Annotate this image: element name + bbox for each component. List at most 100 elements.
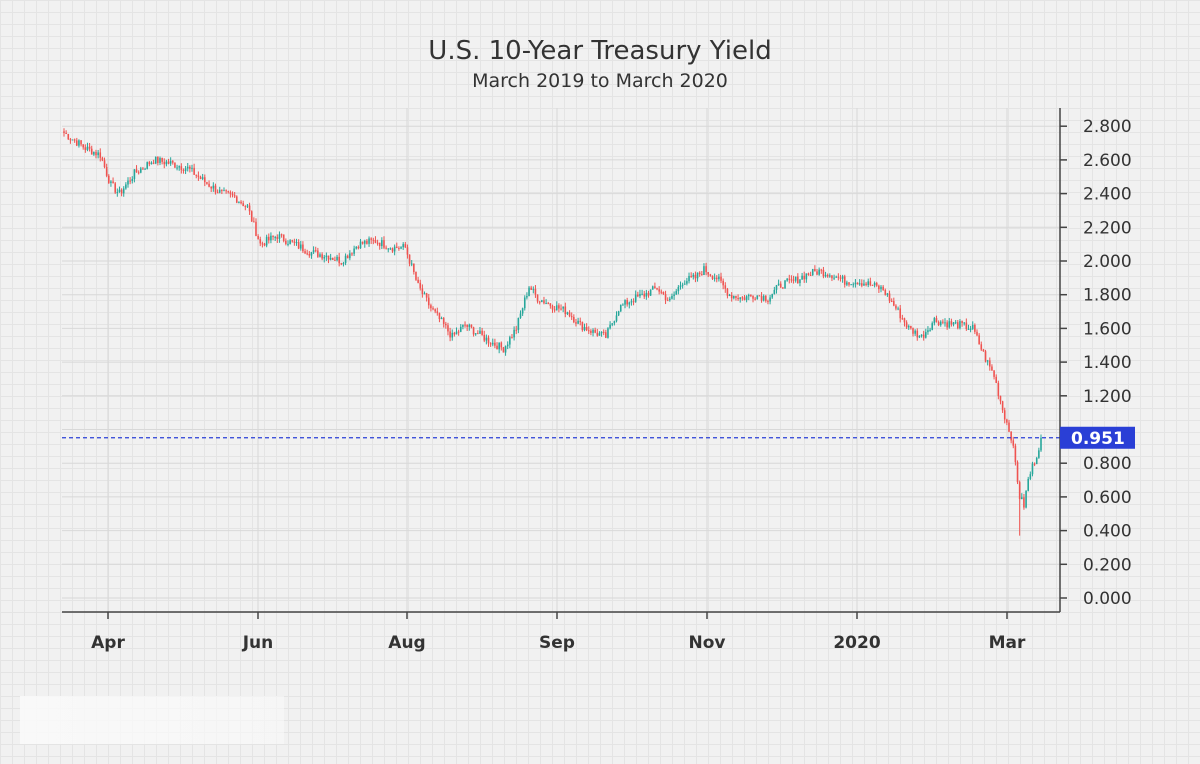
candle-body <box>212 185 215 189</box>
candle-body <box>969 328 972 330</box>
candle-body <box>186 166 189 169</box>
candle-body <box>415 271 417 280</box>
candle-body <box>982 349 985 352</box>
candle-body <box>698 272 701 275</box>
candle-body <box>805 273 808 280</box>
candle-body <box>406 247 409 255</box>
candle-body <box>233 195 236 197</box>
candle-body <box>152 162 155 164</box>
candle-body <box>679 285 682 288</box>
candle-body <box>677 287 680 292</box>
candle-body <box>481 330 483 335</box>
candle-body <box>899 308 902 319</box>
candle-body <box>600 331 603 334</box>
candle-body <box>869 281 872 285</box>
candle-body <box>470 324 473 328</box>
candle-body <box>767 300 769 302</box>
chart-title: U.S. 10-Year Treasury Yield <box>428 36 771 66</box>
x-tick-label: Mar <box>989 633 1026 653</box>
candle-body <box>619 304 622 312</box>
candle-body <box>227 191 230 193</box>
candle-body <box>609 324 611 329</box>
candle-body <box>852 284 855 286</box>
candle-body <box>506 344 509 347</box>
candle-body <box>686 281 688 284</box>
candle-body <box>317 250 319 257</box>
candle-body <box>464 324 466 326</box>
candle-body <box>585 326 588 331</box>
candle-body <box>818 269 820 275</box>
candle-body <box>500 342 503 348</box>
candle-body <box>739 297 742 300</box>
candle-body <box>664 294 667 301</box>
candle-body <box>285 240 287 244</box>
candle-body <box>916 330 919 338</box>
candle-body <box>905 322 908 328</box>
candle-body <box>451 332 454 338</box>
candle-body <box>756 295 759 299</box>
candle-body <box>741 297 744 299</box>
candle-body <box>417 279 419 283</box>
candle-body <box>378 242 381 247</box>
candle-body <box>948 321 951 328</box>
candle-body <box>391 248 394 252</box>
candle-body <box>878 285 880 290</box>
candle-body <box>131 179 134 182</box>
candle-body <box>1031 463 1034 475</box>
candle-body <box>289 240 291 244</box>
candle-body <box>622 304 624 306</box>
candle-body <box>263 243 266 246</box>
candle-body <box>349 253 351 259</box>
candle-body <box>93 151 95 155</box>
candle-body <box>901 318 904 320</box>
candle-body <box>645 292 648 297</box>
candle-body <box>267 236 270 241</box>
candle-body <box>118 189 121 192</box>
y-tick-label: 0.000 <box>1083 589 1132 609</box>
candle-body <box>400 247 402 249</box>
candle-body <box>1010 431 1012 441</box>
candle-body <box>208 183 210 187</box>
candle-body <box>886 293 889 295</box>
candle-body <box>63 131 65 134</box>
candle-body <box>931 323 934 330</box>
candle-body <box>101 157 104 161</box>
candle-body <box>385 247 387 249</box>
candle-body <box>592 329 594 333</box>
candle-body <box>882 286 884 290</box>
candle-body <box>558 305 560 309</box>
candle-body <box>709 274 712 276</box>
candle-body <box>176 167 178 169</box>
candle-body <box>545 303 547 305</box>
candle-body <box>854 282 857 285</box>
candle-body <box>107 175 110 183</box>
candle-body <box>846 282 848 285</box>
candle-body <box>811 269 814 276</box>
candle-body <box>835 276 838 278</box>
candle-body <box>517 317 520 331</box>
candle-body <box>615 315 618 322</box>
candle-body <box>466 325 468 327</box>
candle-body <box>297 242 300 249</box>
candle-body <box>637 294 639 297</box>
candle-body <box>581 322 584 331</box>
candle-body <box>225 190 227 192</box>
candle-body <box>656 288 658 290</box>
y-tick-label: 0.600 <box>1083 488 1132 508</box>
candle-body <box>816 271 818 275</box>
candle-body <box>690 275 692 277</box>
candle-body <box>863 283 865 286</box>
candle-body <box>310 252 313 256</box>
candle-body <box>455 331 458 335</box>
candle-body <box>707 272 710 275</box>
candle-body <box>180 166 183 170</box>
candle-body <box>477 333 479 335</box>
candle-body <box>641 293 643 295</box>
candle-body <box>338 256 340 264</box>
candle-body <box>530 287 532 290</box>
candle-body <box>449 331 451 338</box>
candle-body <box>114 183 116 193</box>
candle-body <box>647 292 650 296</box>
candle-body <box>786 278 788 281</box>
